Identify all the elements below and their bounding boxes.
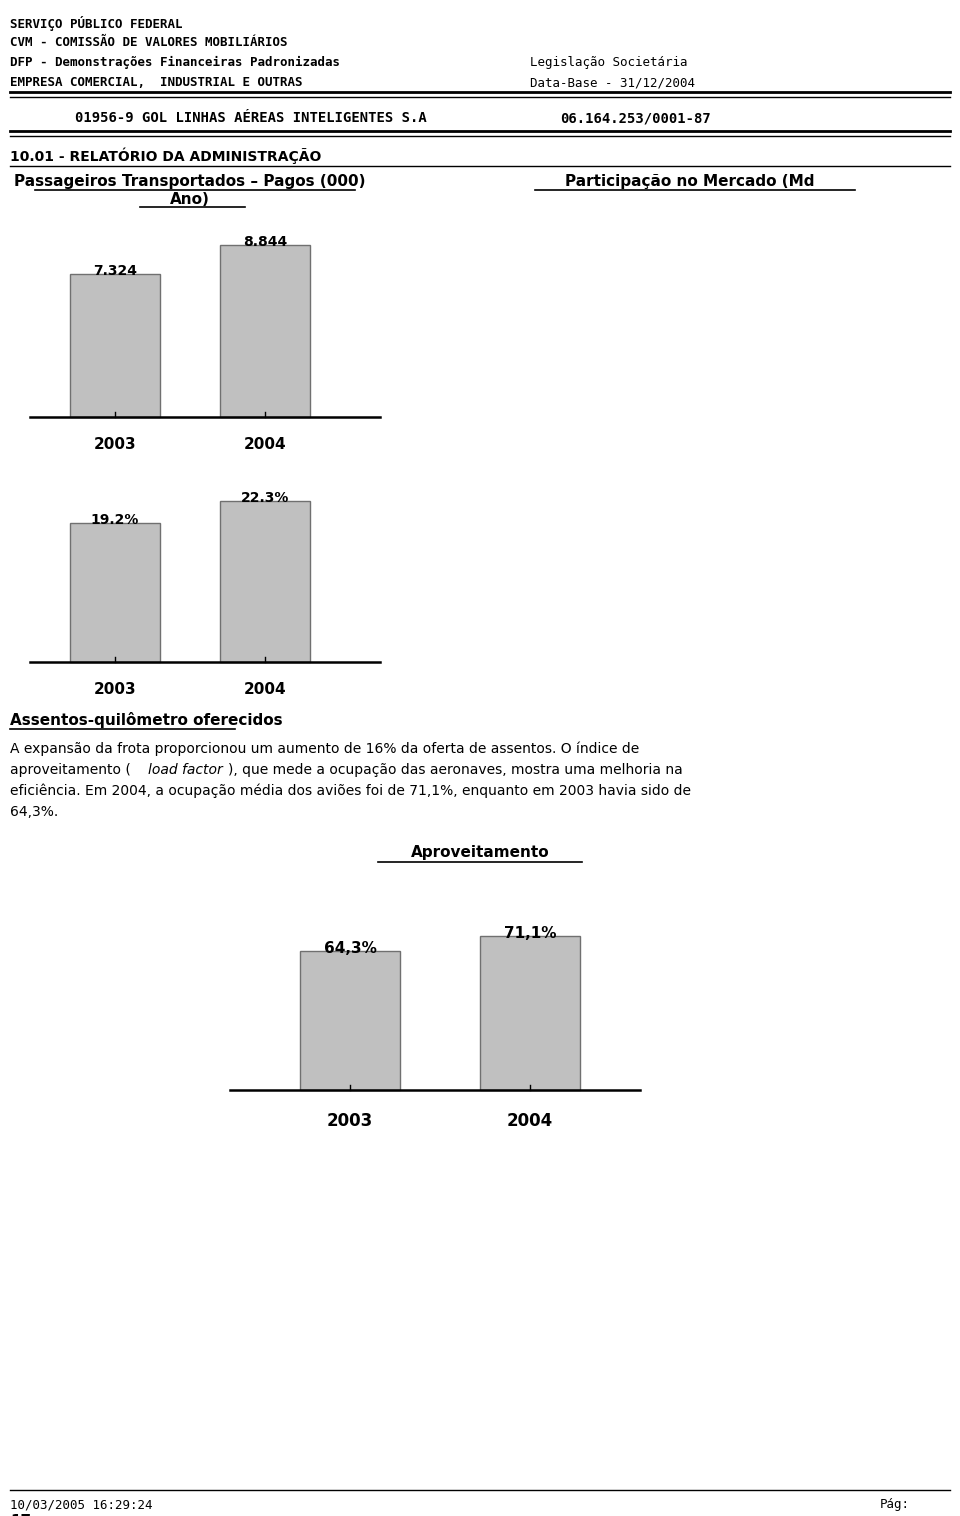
- Text: Passageiros Transportados – Pagos (000): Passageiros Transportados – Pagos (000): [14, 174, 366, 190]
- FancyBboxPatch shape: [480, 935, 580, 1090]
- FancyBboxPatch shape: [220, 244, 310, 417]
- Text: Data-Base - 31/12/2004: Data-Base - 31/12/2004: [530, 76, 695, 89]
- Text: Ano): Ano): [170, 193, 210, 208]
- FancyBboxPatch shape: [70, 523, 160, 662]
- Text: Pág:: Pág:: [880, 1498, 910, 1511]
- Text: 2004: 2004: [507, 1113, 553, 1129]
- Text: Assentos-quilômetro oferecidos: Assentos-quilômetro oferecidos: [10, 713, 282, 728]
- Text: 10/03/2005 16:29:24: 10/03/2005 16:29:24: [10, 1498, 153, 1511]
- Text: 2003: 2003: [94, 682, 136, 697]
- Text: Participação no Mercado (Md: Participação no Mercado (Md: [565, 174, 815, 190]
- Text: 10.01 - RELATÓRIO DA ADMINISTRAÇÃO: 10.01 - RELATÓRIO DA ADMINISTRAÇÃO: [10, 149, 322, 165]
- Text: load factor: load factor: [148, 763, 223, 778]
- Text: CVM - COMISSÃO DE VALORES MOBILIÁRIOS: CVM - COMISSÃO DE VALORES MOBILIÁRIOS: [10, 36, 287, 49]
- Text: 7.324: 7.324: [93, 264, 137, 277]
- Text: A expansão da frota proporcionou um aumento de 16% da oferta de assentos. O índi: A expansão da frota proporcionou um aume…: [10, 741, 639, 756]
- Text: aproveitamento (: aproveitamento (: [10, 763, 131, 778]
- Text: 17: 17: [10, 1514, 31, 1516]
- Text: 71,1%: 71,1%: [504, 926, 556, 941]
- Text: 2003: 2003: [326, 1113, 373, 1129]
- FancyBboxPatch shape: [300, 951, 400, 1090]
- Text: EMPRESA COMERCIAL,  INDUSTRIAL E OUTRAS: EMPRESA COMERCIAL, INDUSTRIAL E OUTRAS: [10, 76, 302, 89]
- Text: eficiência. Em 2004, a ocupação média dos aviões foi de 71,1%, enquanto em 2003 : eficiência. Em 2004, a ocupação média do…: [10, 784, 691, 799]
- Text: SERVIÇO PÚBLICO FEDERAL: SERVIÇO PÚBLICO FEDERAL: [10, 17, 182, 30]
- Text: 2004: 2004: [244, 437, 286, 452]
- Text: 01956-9 GOL LINHAS AÉREAS INTELIGENTES S.A: 01956-9 GOL LINHAS AÉREAS INTELIGENTES S…: [75, 111, 427, 124]
- Text: 64,3%: 64,3%: [324, 941, 376, 955]
- Text: Legislação Societária: Legislação Societária: [530, 56, 687, 70]
- Text: 64,3%.: 64,3%.: [10, 805, 59, 819]
- Text: 2003: 2003: [94, 437, 136, 452]
- Text: 06.164.253/0001-87: 06.164.253/0001-87: [560, 111, 710, 124]
- FancyBboxPatch shape: [70, 274, 160, 417]
- Text: Aproveitamento: Aproveitamento: [411, 844, 549, 860]
- Text: ), que mede a ocupação das aeronaves, mostra uma melhoria na: ), que mede a ocupação das aeronaves, mo…: [228, 763, 683, 778]
- Text: 8.844: 8.844: [243, 235, 287, 249]
- FancyBboxPatch shape: [220, 500, 310, 662]
- Text: 19.2%: 19.2%: [91, 514, 139, 528]
- Text: 22.3%: 22.3%: [241, 491, 289, 505]
- Text: DFP - Demonstrações Financeiras Padronizadas: DFP - Demonstrações Financeiras Padroniz…: [10, 56, 340, 70]
- Text: 2004: 2004: [244, 682, 286, 697]
